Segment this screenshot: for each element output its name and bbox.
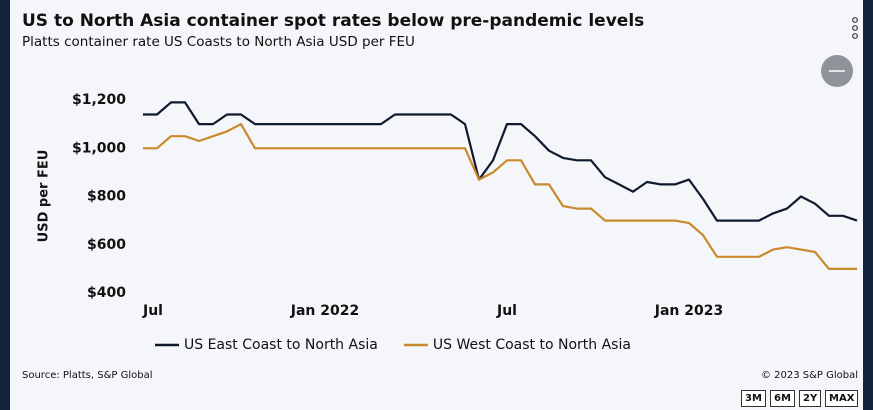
y-tick-label: $1,000 [72,140,126,156]
chart-subtitle: Platts container rate US Coasts to North… [22,34,415,50]
copyright: © 2023 S&P Global [761,370,858,381]
source: Source: Platts, S&P Global [22,370,153,381]
x-tick-label: Jul [142,303,163,319]
y-tick-label: $1,200 [72,92,126,108]
y-tick-label: $800 [87,189,126,205]
chart-title: US to North Asia container spot rates be… [22,11,644,31]
y-axis-title: USD per FEU [37,150,52,243]
series-line [143,123,857,270]
menu-icon[interactable] [852,17,858,39]
menu-dot [852,17,858,23]
range-button[interactable]: 3M [741,390,766,407]
x-tick-label: Jan 2023 [654,303,723,319]
y-tick-label: $400 [87,285,126,301]
menu-dot [852,33,858,39]
range-button[interactable]: 2Y [799,390,822,407]
legend-item: US East Coast to North Asia [155,337,378,353]
y-tick-label: $600 [87,237,126,253]
chart-card [10,0,863,410]
zoom-out-button[interactable] [821,55,853,87]
range-button[interactable]: 6M [770,390,795,407]
legend-item: US West Coast to North Asia [403,337,631,353]
range-button[interactable]: MAX [825,390,859,407]
legend-label: US West Coast to North Asia [433,337,631,353]
x-tick-label: Jul [496,303,517,319]
legend-label: US East Coast to North Asia [184,337,378,353]
x-tick-label: Jan 2022 [290,303,359,319]
menu-dot [852,25,858,31]
series-line [143,101,858,222]
